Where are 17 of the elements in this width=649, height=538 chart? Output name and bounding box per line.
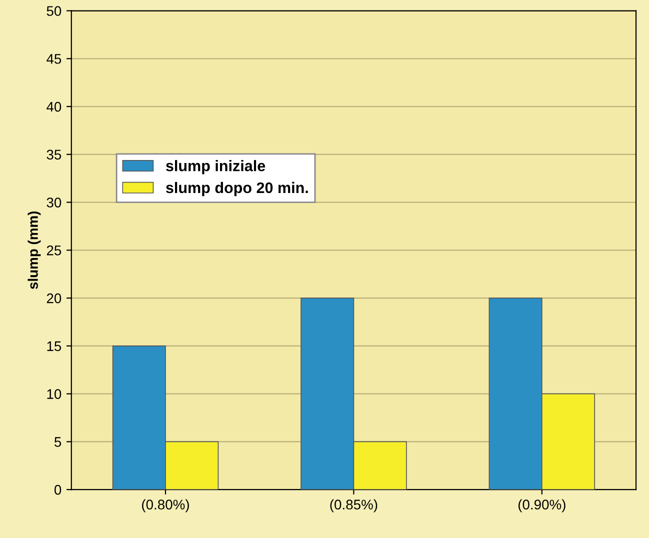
x-tick-label: (0.85%) <box>330 499 378 512</box>
y-tick-label: 40 <box>46 102 62 112</box>
y-tick-label: 10 <box>47 389 62 399</box>
y-tick-label: 30 <box>46 198 62 208</box>
y-tick-label: 20 <box>46 293 62 304</box>
legend-label: slump dopo 20 min. <box>166 182 308 196</box>
y-tick-label: 45 <box>46 54 62 64</box>
y-tick-label: 50 <box>46 6 62 16</box>
y-axis-title: slump (mm) <box>28 212 41 290</box>
legend-label: slump iniziale <box>166 160 266 174</box>
y-tick-label: 0 <box>54 484 62 495</box>
y-tick-label: 15 <box>47 341 62 352</box>
y-tick-label: 35 <box>46 150 62 160</box>
y-tick-label: 5 <box>54 437 62 447</box>
x-tick-label: (0.90%) <box>518 499 566 512</box>
y-tick-label: 25 <box>46 246 62 256</box>
x-tick-label: (0.80%) <box>142 499 189 512</box>
